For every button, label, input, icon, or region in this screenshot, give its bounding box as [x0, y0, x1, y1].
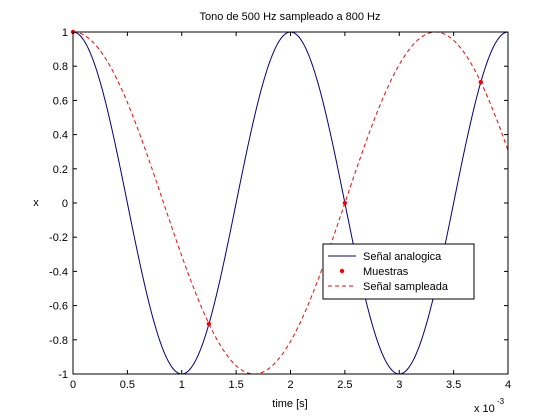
y-tick-label: -0.8	[49, 335, 68, 347]
x-exponent: -3	[497, 397, 505, 406]
x-multiplier: x 10	[474, 403, 495, 415]
x-tick-label: 0	[70, 379, 76, 391]
y-tick-label: 0.2	[53, 164, 68, 176]
y-tick-label: -0.6	[49, 301, 68, 313]
y-tick-label: 0.8	[53, 61, 68, 73]
x-tick-label: 0.5	[120, 379, 135, 391]
x-tick-label: 3	[396, 379, 402, 391]
legend-entry: Muestras	[363, 266, 409, 278]
y-tick-label: -0.2	[49, 232, 68, 244]
y-tick-label: 0	[62, 198, 68, 210]
x-axis-label: time [s]	[272, 398, 307, 410]
sample-point	[206, 321, 212, 327]
x-tick-label: 4	[505, 379, 511, 391]
x-tick-label: 2	[287, 379, 293, 391]
legend-box	[322, 243, 475, 300]
y-tick-label: 0.6	[53, 95, 68, 107]
x-tick-label: 3.5	[446, 379, 461, 391]
chart-title: Tono de 500 Hz sampleado a 800 Hz	[199, 11, 380, 23]
sample-point	[342, 200, 348, 206]
ticks-layer: 0 0.5 1 1.5 2 2.5 3 3.5 4 -1 -0.8 -0.6 -0.4 -0.2 0 0.2 0…	[49, 27, 511, 391]
x-tick-label: 1	[179, 379, 185, 391]
x-tick-label: 1.5	[228, 379, 243, 391]
legend-swatch-marker	[339, 268, 345, 274]
legend: Señal analogica Muestras Señal sampleada	[322, 243, 475, 300]
y-tick-label: -1	[58, 369, 68, 381]
x-tick-label: 2.5	[337, 379, 352, 391]
y-tick-label: 1	[62, 27, 68, 39]
legend-entry: Señal analogica	[363, 251, 442, 263]
legend-entry: Señal sampleada	[363, 281, 449, 293]
y-axis-label: x	[33, 197, 39, 209]
plot-area	[73, 32, 508, 374]
y-tick-label: -0.4	[49, 266, 68, 278]
y-tick-label: 0.4	[53, 130, 68, 142]
